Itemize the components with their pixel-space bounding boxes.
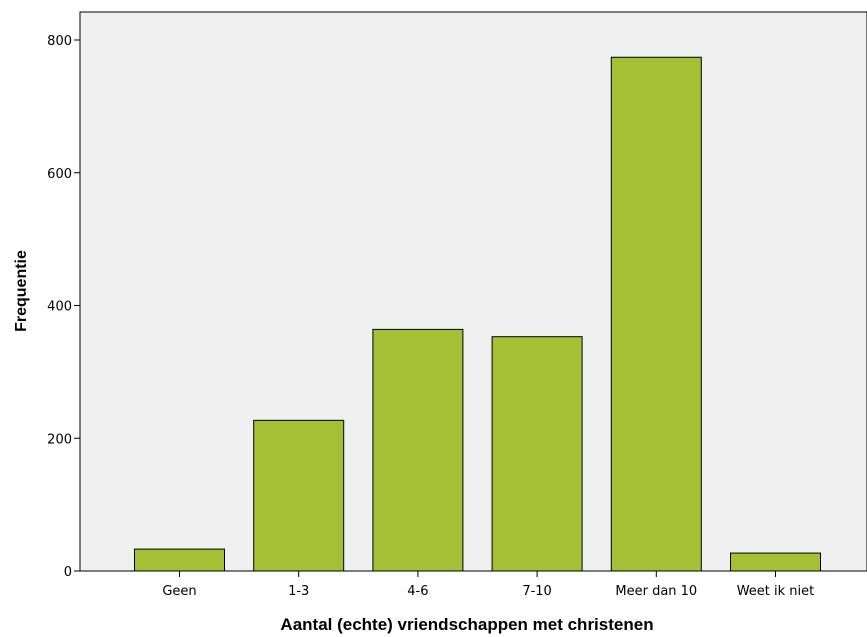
y-axis-title: Frequentie [13,250,30,332]
x-axis-title: Aantal (echte) vriendschappen met christ… [280,615,653,634]
x-tick-label: Geen [162,584,196,599]
y-tick-label: 600 [47,167,72,182]
x-tick-label: 4-6 [407,584,428,599]
bar [610,56,702,572]
x-tick-label: Meer dan 10 [615,584,697,599]
y-tick-label: 400 [47,300,72,315]
y-tick-label: 0 [64,565,72,580]
x-tick-label: 7-10 [522,584,552,599]
y-tick-label: 200 [47,432,72,447]
bar [730,552,821,572]
bar [491,336,583,572]
bar [253,419,345,572]
x-tick-label: Weet ik niet [737,584,815,599]
x-tick-label: 1-3 [288,584,309,599]
plot-area [79,11,867,572]
y-axis: 0 200 400 600 800 [47,34,80,580]
bar [372,328,464,572]
x-axis: Geen 1-3 4-6 7-10 Meer dan 10 Weet ik niet [162,571,814,599]
bar [134,548,225,572]
y-tick-label: 800 [47,34,72,49]
bars [134,56,821,572]
